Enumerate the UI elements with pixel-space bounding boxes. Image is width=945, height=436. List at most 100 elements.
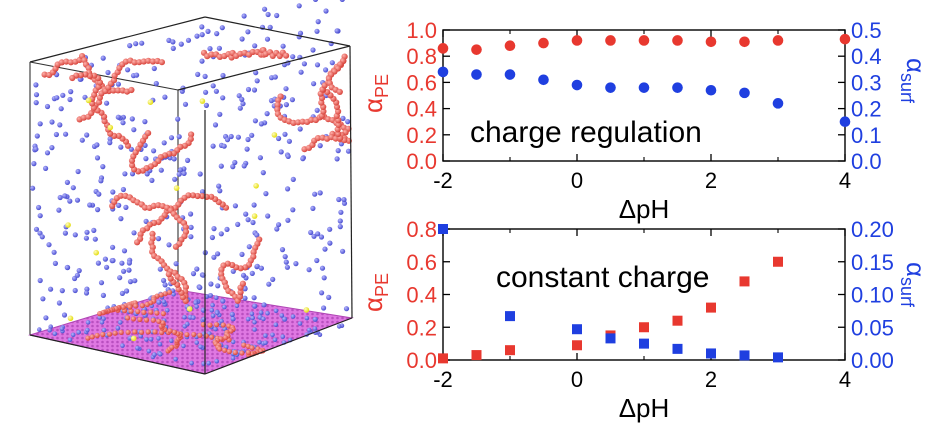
counterion-bead — [116, 202, 122, 208]
counterion-bead — [75, 168, 81, 175]
counterion-bead — [285, 186, 291, 192]
counterion-bead — [102, 256, 108, 262]
counterion-bead — [31, 161, 37, 167]
counterion-bead — [173, 356, 178, 362]
counterion-bead — [40, 296, 46, 302]
x-tick-label: 0 — [571, 168, 583, 193]
polymer-bead — [226, 349, 232, 355]
counterion-bead — [220, 298, 226, 304]
counterion-bead — [29, 185, 36, 191]
counterion-bead — [101, 327, 107, 333]
counterion-bead — [166, 37, 172, 44]
alpha-surf-point — [438, 224, 448, 234]
counterion-bead — [121, 248, 128, 254]
counterion-bead — [258, 265, 264, 271]
counterion-bead — [199, 24, 205, 30]
counterion-bead — [251, 295, 257, 301]
polymer-bead — [239, 280, 246, 287]
counterion-bead — [189, 360, 194, 366]
counterion-bead — [170, 39, 176, 45]
counterion-bead — [39, 234, 45, 240]
counterion-bead — [91, 227, 97, 233]
polymer-bead — [167, 328, 173, 334]
counterion-bead — [219, 25, 225, 31]
polymer-bead — [250, 249, 257, 256]
counterion-bead — [317, 143, 323, 149]
polymer-bead — [131, 59, 138, 66]
counterion-bead — [182, 101, 189, 107]
counterion-bead — [224, 137, 231, 143]
x-tick-label: 4 — [839, 168, 851, 193]
counterion-bead — [282, 254, 288, 260]
counterion-bead — [52, 331, 58, 337]
alpha-pe-point — [672, 315, 683, 326]
counterion-bead — [329, 60, 335, 66]
alpha-surf-point — [605, 82, 616, 93]
polymer-bead — [158, 292, 164, 298]
counterion-bead — [297, 126, 303, 132]
counterion-bead — [221, 143, 227, 149]
counterion-bead — [290, 176, 296, 182]
counterion-bead — [155, 236, 162, 242]
counterion-bead — [119, 260, 125, 266]
polymer-bead — [208, 193, 215, 200]
polymer-bead — [141, 309, 147, 315]
polymer-bead — [217, 346, 223, 352]
counterion-bead — [315, 231, 321, 237]
salt-bead — [67, 315, 74, 322]
counterion-bead — [265, 310, 270, 316]
polymer-bead — [199, 193, 206, 200]
counterion-bead — [300, 156, 306, 162]
counterion-bead — [289, 97, 295, 103]
polymer-bead — [167, 289, 173, 295]
polymer-bead — [170, 150, 177, 157]
polymer-bead — [209, 334, 215, 340]
counterion-bead — [68, 89, 74, 95]
alpha-surf-point — [538, 74, 549, 86]
counterion-bead — [49, 145, 55, 151]
counterion-bead — [286, 138, 292, 144]
counterion-bead — [270, 332, 275, 338]
counterion-bead — [95, 207, 101, 213]
counterion-bead — [336, 196, 342, 203]
counterion-bead — [345, 119, 351, 125]
counterion-bead — [263, 333, 268, 338]
polymer-bead — [117, 192, 124, 199]
counterion-bead — [283, 259, 289, 265]
polymer-bead — [120, 304, 126, 310]
counterion-bead — [337, 224, 343, 230]
counterion-bead — [319, 290, 325, 296]
counterion-bead — [203, 102, 209, 108]
polymer-bead — [89, 334, 95, 340]
salt-bead — [147, 99, 154, 105]
alpha-surf-point — [739, 87, 750, 99]
counterion-bead — [283, 86, 289, 92]
counterion-bead — [341, 197, 347, 203]
salt-bead — [65, 222, 71, 228]
polymer-bead — [137, 316, 143, 323]
counterion-bead — [338, 209, 344, 215]
counterion-bead — [44, 150, 51, 156]
counterion-bead — [161, 299, 167, 305]
counterion-bead — [306, 327, 312, 333]
counterion-bead — [240, 101, 246, 107]
counterion-bead — [327, 226, 333, 232]
counterion-bead — [59, 326, 65, 332]
counterion-bead — [312, 0, 319, 2]
counterion-bead — [230, 164, 236, 170]
counterion-bead — [95, 260, 101, 266]
x-axis-label: ΔpH — [619, 393, 670, 423]
counterion-bead — [132, 278, 138, 284]
counterion-bead — [214, 30, 220, 37]
counterion-bead — [110, 189, 116, 195]
counterion-bead — [208, 293, 213, 298]
alpha-pe-point — [505, 345, 515, 356]
counterion-bead — [59, 288, 65, 294]
counterion-bead — [230, 339, 236, 345]
polymer-bead — [228, 328, 234, 334]
counterion-bead — [46, 242, 52, 248]
polymer-bead — [320, 108, 327, 115]
polymer-bead — [149, 230, 156, 237]
alpha-pe-point — [504, 40, 516, 52]
alpha-pe-point — [839, 33, 851, 45]
